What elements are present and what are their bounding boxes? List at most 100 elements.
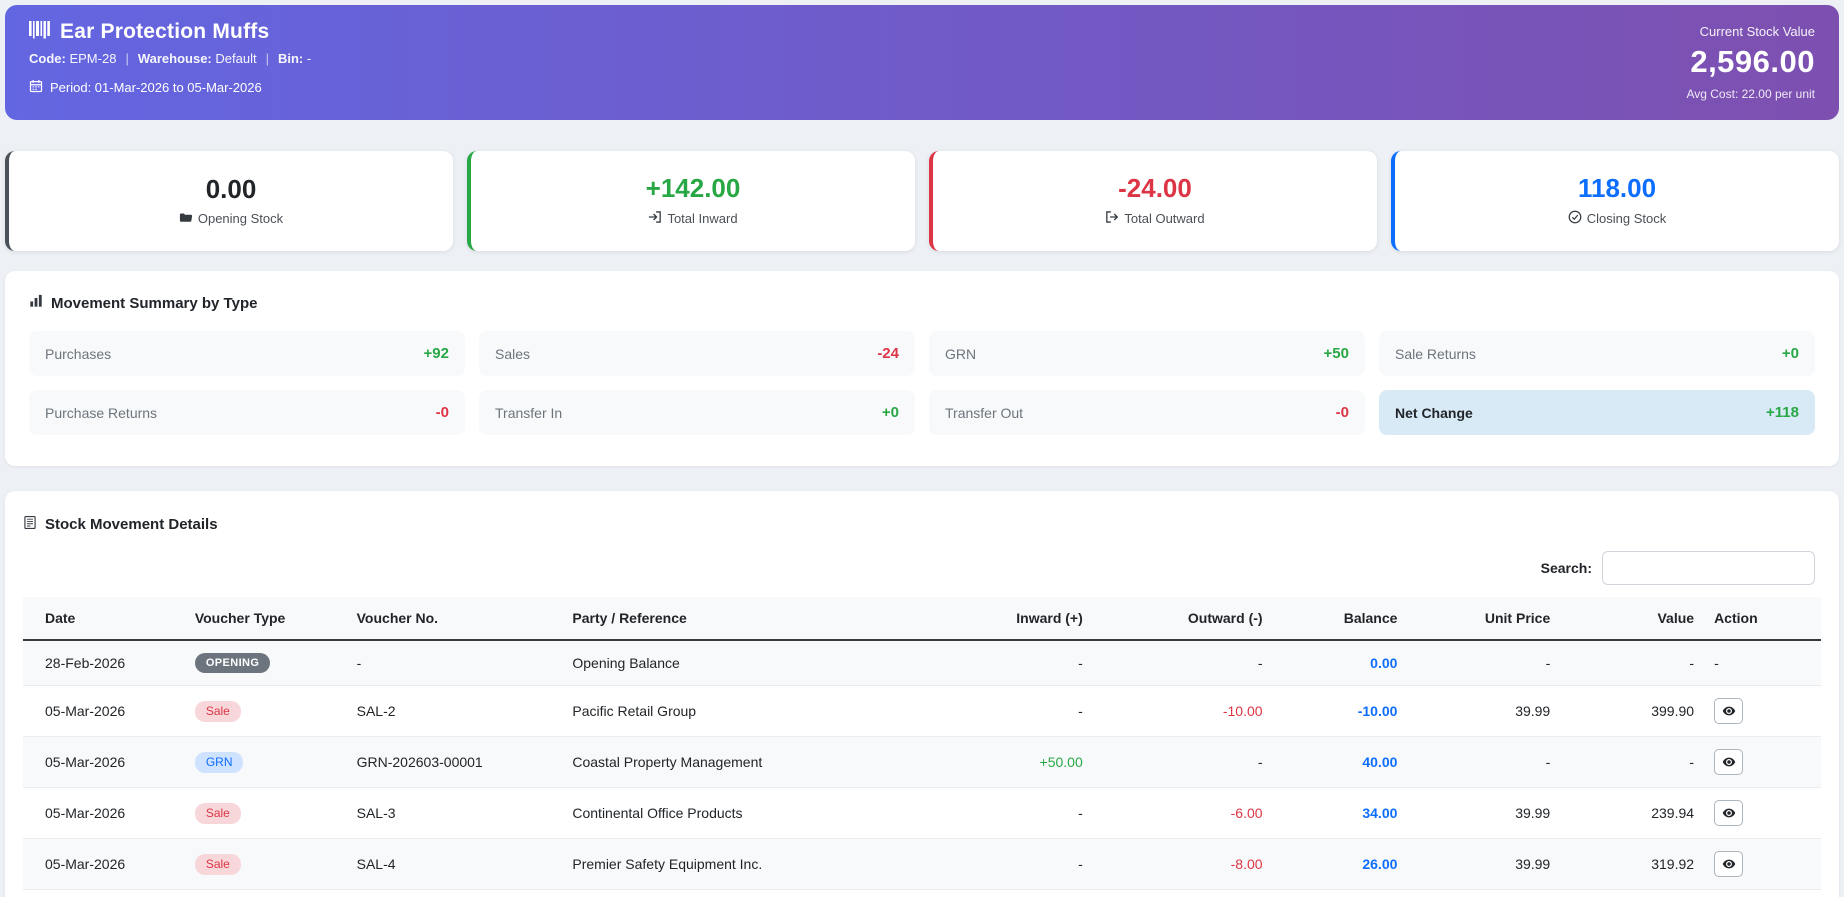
cell-party-reference: Pacific Retail Group (562, 686, 895, 737)
view-voucher-button[interactable] (1714, 698, 1743, 724)
cell-voucher-type: Sale (185, 686, 347, 737)
separator: | (266, 51, 269, 66)
stock-movement-details-card: Stock Movement Details Search: DateVouch… (5, 491, 1839, 897)
view-voucher-button[interactable] (1714, 749, 1743, 775)
calendar-icon (29, 79, 43, 96)
stat-card-total-outward: -24.00 Total Outward (929, 151, 1377, 251)
cell-inward: - (895, 640, 1093, 686)
voucher-type-badge: GRN (195, 752, 244, 773)
cell-outward: - (1093, 640, 1273, 686)
tile-label: GRN (945, 346, 976, 362)
item-meta: Code: EPM-28 | Warehouse: Default | Bin:… (29, 51, 311, 66)
stat-label: Total Inward (667, 211, 737, 226)
barcode-icon (29, 21, 51, 44)
cell-action: - (1704, 640, 1821, 686)
eye-icon (1722, 857, 1736, 871)
tile-value: -0 (1336, 404, 1349, 421)
cell-inward: - (895, 839, 1093, 890)
summary-tile-sales: Sales -24 (479, 331, 915, 376)
summary-tile-transfer-out: Transfer Out-0 (929, 390, 1365, 435)
cell-outward: - (1093, 737, 1273, 788)
stock-value-label: Current Stock Value (1686, 24, 1815, 39)
tile-value: +50 (1324, 345, 1349, 362)
bar-chart-icon (29, 294, 43, 312)
check-circle-icon (1568, 210, 1582, 227)
tile-label: Purchases (45, 346, 111, 362)
code-value: EPM-28 (69, 51, 116, 66)
cell-outward: -6.00 (1093, 788, 1273, 839)
stock-movement-table: DateVoucher TypeVoucher No.Party / Refer… (23, 597, 1821, 897)
search-label: Search: (1541, 560, 1592, 576)
cell-unit-price: 39.99 (1407, 788, 1560, 839)
stock-report-page: Ear Protection Muffs Code: EPM-28 | Ware… (0, 0, 1844, 897)
warehouse-label: Warehouse: (138, 51, 212, 66)
movement-summary-card: Movement Summary by Type Purchases+92Sal… (5, 271, 1839, 466)
cell-action (1704, 788, 1821, 839)
cell-balance: 0.00 (1273, 640, 1408, 686)
cell-outward: - (1093, 890, 1273, 897)
table-header-row: DateVoucher TypeVoucher No.Party / Refer… (23, 597, 1821, 640)
stat-label: Closing Stock (1587, 211, 1666, 226)
party-name: Coastal Property Management (572, 754, 885, 770)
column-header-action: Action (1704, 597, 1821, 640)
column-header-value: Value (1560, 597, 1704, 640)
summary-tile-purchase-returns: Purchase Returns-0 (29, 390, 465, 435)
tile-value: -24 (877, 345, 899, 362)
tile-label: Transfer In (495, 405, 562, 421)
code-label: Code: (29, 51, 66, 66)
stat-value: -24.00 (1118, 175, 1192, 201)
cell-balance: 81.00 (1273, 890, 1408, 897)
cell-value: 239.94 (1560, 788, 1704, 839)
summary-tile-purchases: Purchases+92 (29, 331, 465, 376)
voucher-type-badge: Sale (195, 803, 241, 824)
tile-value: +0 (882, 404, 899, 421)
stat-label: Opening Stock (198, 211, 283, 226)
cell-date: 05-Mar-2026 (23, 737, 185, 788)
cell-date: 05-Mar-2026 (23, 839, 185, 890)
cell-unit-price: - (1407, 640, 1560, 686)
cell-unit-price: 39.99 (1407, 686, 1560, 737)
summary-tiles: Purchases+92Sales-24GRN+50Sale Returns+0… (29, 331, 1815, 435)
page-title: Ear Protection Muffs (60, 20, 269, 44)
cell-balance: 26.00 (1273, 839, 1408, 890)
cell-action (1704, 890, 1821, 897)
summary-tile-sale-returns: Sale Returns+0 (1379, 331, 1815, 376)
cell-voucher-no: SAL-2 (347, 686, 563, 737)
cell-voucher-no: GRN-202603-00001 (347, 737, 563, 788)
table-row: 05-Mar-2026SaleSAL-2Pacific Retail Group… (23, 686, 1821, 737)
box-arrow-in-icon (648, 210, 662, 227)
box-arrow-out-icon (1105, 210, 1119, 227)
party-name: Opening Balance (572, 655, 885, 671)
cell-value: - (1560, 640, 1704, 686)
cell-unit-price: 39.99 (1407, 839, 1560, 890)
stat-value: 0.00 (206, 176, 257, 202)
party-name: Premier Safety Equipment Inc. (572, 856, 885, 872)
view-voucher-button[interactable] (1714, 800, 1743, 826)
cell-date: 05-Mar-2026 (23, 686, 185, 737)
separator: | (125, 51, 128, 66)
search-input[interactable] (1602, 551, 1815, 585)
bin-value: - (307, 51, 311, 66)
cell-voucher-no: SAL-3 (347, 788, 563, 839)
view-voucher-button[interactable] (1714, 851, 1743, 877)
column-header-party-reference: Party / Reference (562, 597, 895, 640)
cell-date: 28-Feb-2026 (23, 640, 185, 686)
table-row: 28-Feb-2026OPENING-Opening Balance--0.00… (23, 640, 1821, 686)
tile-label: Sales (495, 346, 530, 362)
eye-icon (1722, 755, 1736, 769)
column-header-unit-price: Unit Price (1407, 597, 1560, 640)
party-name: Continental Office Products (572, 805, 885, 821)
cell-value: 399.90 (1560, 686, 1704, 737)
tile-label: Sale Returns (1395, 346, 1476, 362)
table-row: 05-Mar-2026SaleSAL-4Premier Safety Equip… (23, 839, 1821, 890)
cell-voucher-no: - (347, 640, 563, 686)
cell-unit-price: - (1407, 737, 1560, 788)
cell-value: - (1560, 737, 1704, 788)
cell-outward: -10.00 (1093, 686, 1273, 737)
cell-party-reference: Horizon Energy SolutionsRef: 687418971 (562, 890, 895, 897)
stat-value: +142.00 (646, 175, 741, 201)
column-header-voucher-no-: Voucher No. (347, 597, 563, 640)
voucher-type-badge: OPENING (195, 653, 271, 673)
avg-cost: Avg Cost: 22.00 per unit (1686, 87, 1815, 101)
cell-voucher-type: Sale (185, 839, 347, 890)
